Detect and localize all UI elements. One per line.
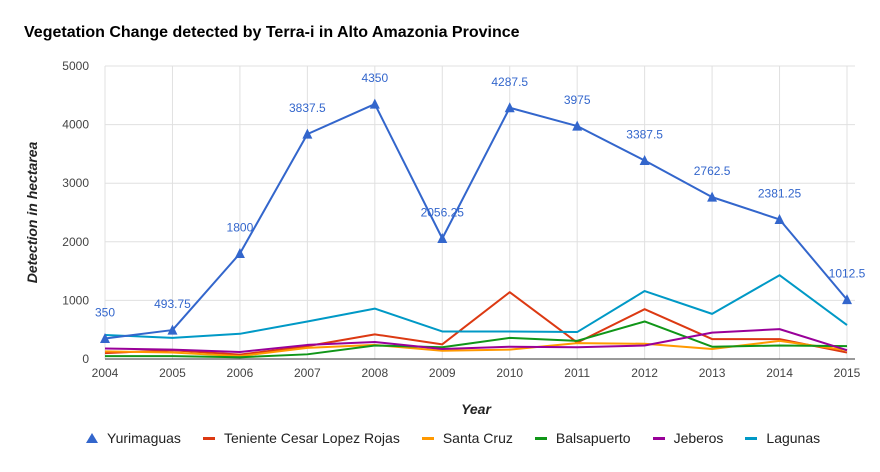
legend-item[interactable]: Yurimaguas <box>82 430 181 446</box>
data-label: 1012.5 <box>829 267 866 281</box>
legend-item[interactable]: Teniente Cesar Lopez Rojas <box>202 430 400 446</box>
line-swatch-icon <box>652 436 665 440</box>
data-label: 350 <box>95 305 115 319</box>
x-axis-title: Year <box>461 401 492 417</box>
x-tick-label: 2011 <box>564 366 590 380</box>
data-point-marker <box>167 324 178 335</box>
data-label: 2762.5 <box>694 164 731 178</box>
legend-label: Balsapuerto <box>555 430 631 446</box>
line-swatch-icon <box>745 436 758 440</box>
data-point-marker <box>234 248 245 259</box>
x-tick-label: 2006 <box>227 366 254 380</box>
x-tick-label: 2007 <box>294 366 321 380</box>
x-tick-label: 2014 <box>766 366 793 380</box>
legend-item[interactable]: Balsapuerto <box>534 430 631 446</box>
x-tick-label: 2009 <box>429 366 456 380</box>
data-label: 2381.25 <box>758 186 802 200</box>
legend-label: Yurimaguas <box>107 430 181 446</box>
series-line <box>104 291 848 356</box>
data-point-marker <box>774 213 785 224</box>
series-line <box>104 103 848 340</box>
legend-item[interactable]: Lagunas <box>745 430 820 446</box>
x-tick-label: 2013 <box>699 366 726 380</box>
y-tick-label: 4000 <box>62 118 89 132</box>
data-point-marker <box>639 154 650 165</box>
data-label: 1800 <box>227 221 254 235</box>
data-label: 3837.5 <box>289 101 326 115</box>
legend-label: Jeberos <box>673 430 724 446</box>
x-tick-label: 2005 <box>159 366 186 380</box>
chart-title: Vegetation Change detected by Terra-i in… <box>24 24 520 41</box>
x-tick-label: 2010 <box>496 366 523 380</box>
legend-label: Lagunas <box>766 430 821 446</box>
x-tick-label: 2012 <box>631 366 658 380</box>
line-swatch-icon <box>534 436 547 440</box>
line-swatch-icon <box>202 436 215 440</box>
y-tick-label: 3000 <box>62 176 89 190</box>
data-label: 493.75 <box>154 297 191 311</box>
y-axis-title: Detection in hectarea <box>24 141 40 283</box>
x-tick-label: 2004 <box>92 366 119 380</box>
data-label: 2056.25 <box>421 206 465 220</box>
data-label: 4350 <box>361 71 388 85</box>
data-label: 3975 <box>564 93 591 107</box>
x-tick-label: 2015 <box>834 366 861 380</box>
series-line <box>104 274 848 339</box>
data-point-marker <box>842 294 852 305</box>
data-point-marker <box>707 191 718 202</box>
legend-label: Teniente Cesar Lopez Rojas <box>223 430 400 446</box>
data-point-marker <box>572 120 583 131</box>
y-tick-label: 1000 <box>62 293 89 307</box>
data-label: 3387.5 <box>626 127 663 141</box>
series-line <box>104 339 848 358</box>
data-point-marker <box>100 332 110 343</box>
y-tick-label: 0 <box>82 352 89 366</box>
series-line <box>104 328 848 353</box>
data-point-marker <box>504 102 515 113</box>
legend: Yurimaguas Teniente Cesar Lopez Rojas Sant… <box>82 430 842 446</box>
x-tick-label: 2008 <box>361 366 388 380</box>
legend-item[interactable]: Jeberos <box>652 430 724 446</box>
y-tick-label: 5000 <box>62 59 89 73</box>
data-point-marker <box>369 98 380 109</box>
data-point-marker <box>437 233 448 244</box>
legend-label: Santa Cruz <box>442 430 513 446</box>
series-line <box>105 320 848 359</box>
data-point-marker <box>302 128 313 139</box>
line-swatch-icon <box>421 436 434 440</box>
triangle-marker-icon <box>86 433 98 443</box>
data-label: 4287.5 <box>491 75 528 89</box>
legend-item[interactable]: Santa Cruz <box>421 430 513 446</box>
y-tick-label: 2000 <box>62 235 89 249</box>
